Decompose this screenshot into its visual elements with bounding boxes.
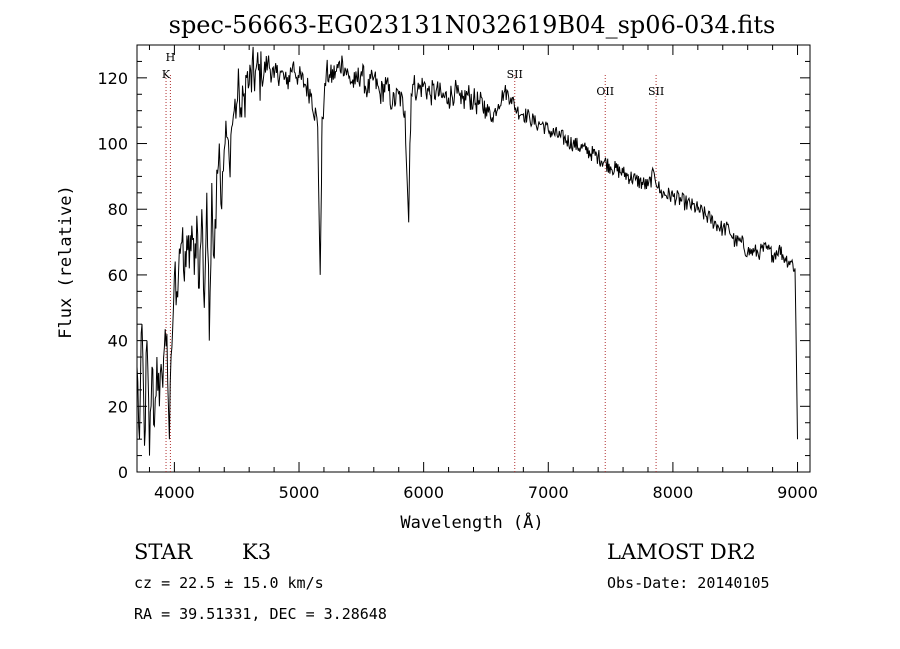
spectral-line-label: OII [596,85,614,98]
object-subclass: K3 [242,540,271,564]
x-tick-label: 4000 [154,483,195,502]
spectral-line-label: SII [507,68,523,81]
spectral-line-label: SII [648,85,664,98]
spectral-line-label: H [166,51,176,64]
y-tick-label: 20 [108,397,128,416]
x-axis-label: Wavelength (Å) [400,511,543,533]
spectral-line-markers: HK SII OII SII [162,51,664,472]
spectrum-line [136,46,798,456]
x-tick-label: 6000 [403,483,444,502]
object-class: STAR [134,540,193,564]
y-tick-label: 0 [118,463,128,482]
plot-frame [136,44,811,473]
x-tick-label: 9000 [777,483,818,502]
ra-dec: RA = 39.51331, DEC = 3.28648 [134,605,387,623]
spectral-line-label: K [162,68,171,81]
x-tick-label: 5000 [279,483,320,502]
x-tick-label: 8000 [653,483,694,502]
axis-ticks: 4000 5000 6000 7000 8000 9000 0 20 40 60 80 100 120 [97,45,818,502]
chart-title: spec-56663-EG023131N032619B04_sp06-034.f… [169,11,776,39]
redshift-cz: cz = 22.5 ± 15.0 km/s [134,574,324,592]
y-tick-label: 60 [108,266,128,285]
y-tick-label: 80 [108,200,128,219]
y-axis-label: Flux (relative) [56,185,76,339]
observation-date: Obs-Date: 20140105 [607,574,770,592]
x-tick-label: 7000 [528,483,569,502]
y-tick-label: 120 [97,69,128,88]
survey-name: LAMOST DR2 [607,540,756,564]
y-tick-label: 100 [97,135,128,154]
y-tick-label: 40 [108,332,128,351]
